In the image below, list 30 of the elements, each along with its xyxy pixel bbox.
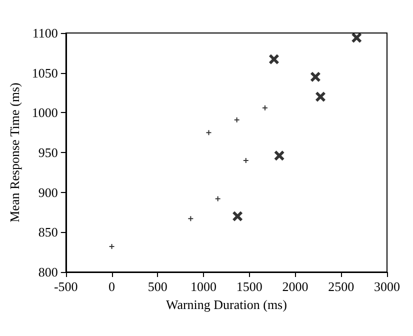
point — [234, 117, 240, 122]
point — [268, 54, 279, 64]
x-tick-label: -500 — [54, 279, 78, 294]
y-tick-label: 1000 — [32, 105, 58, 120]
point — [188, 216, 194, 222]
x-tick-label: 2000 — [282, 279, 308, 294]
point — [310, 72, 320, 82]
point — [352, 32, 362, 43]
y-tick-label: 800 — [38, 264, 58, 280]
y-tick-label: 1100 — [32, 26, 58, 40]
point — [243, 158, 248, 163]
x-tick-label: 1500 — [236, 279, 262, 294]
y-tick-label: 950 — [38, 145, 58, 160]
x-tick-label: 3000 — [374, 279, 400, 294]
point — [206, 130, 212, 136]
x-tick-label: 1000 — [190, 279, 217, 294]
point — [109, 244, 114, 250]
point — [215, 196, 220, 202]
point — [262, 105, 268, 110]
x-tick-label: 2500 — [328, 279, 354, 294]
point — [315, 92, 326, 102]
y-tick-label: 900 — [38, 184, 58, 200]
point — [232, 211, 243, 222]
x-tick-label: 0 — [108, 279, 116, 294]
y-tick-label: 850 — [38, 224, 58, 240]
y-tick-label: 1050 — [32, 65, 58, 80]
point — [274, 150, 284, 161]
y-axis-title: Mean Response Time (ms) — [7, 82, 22, 222]
x-tick-label: 500 — [148, 279, 168, 294]
x-axis-title: Warning Duration (ms) — [166, 296, 287, 312]
